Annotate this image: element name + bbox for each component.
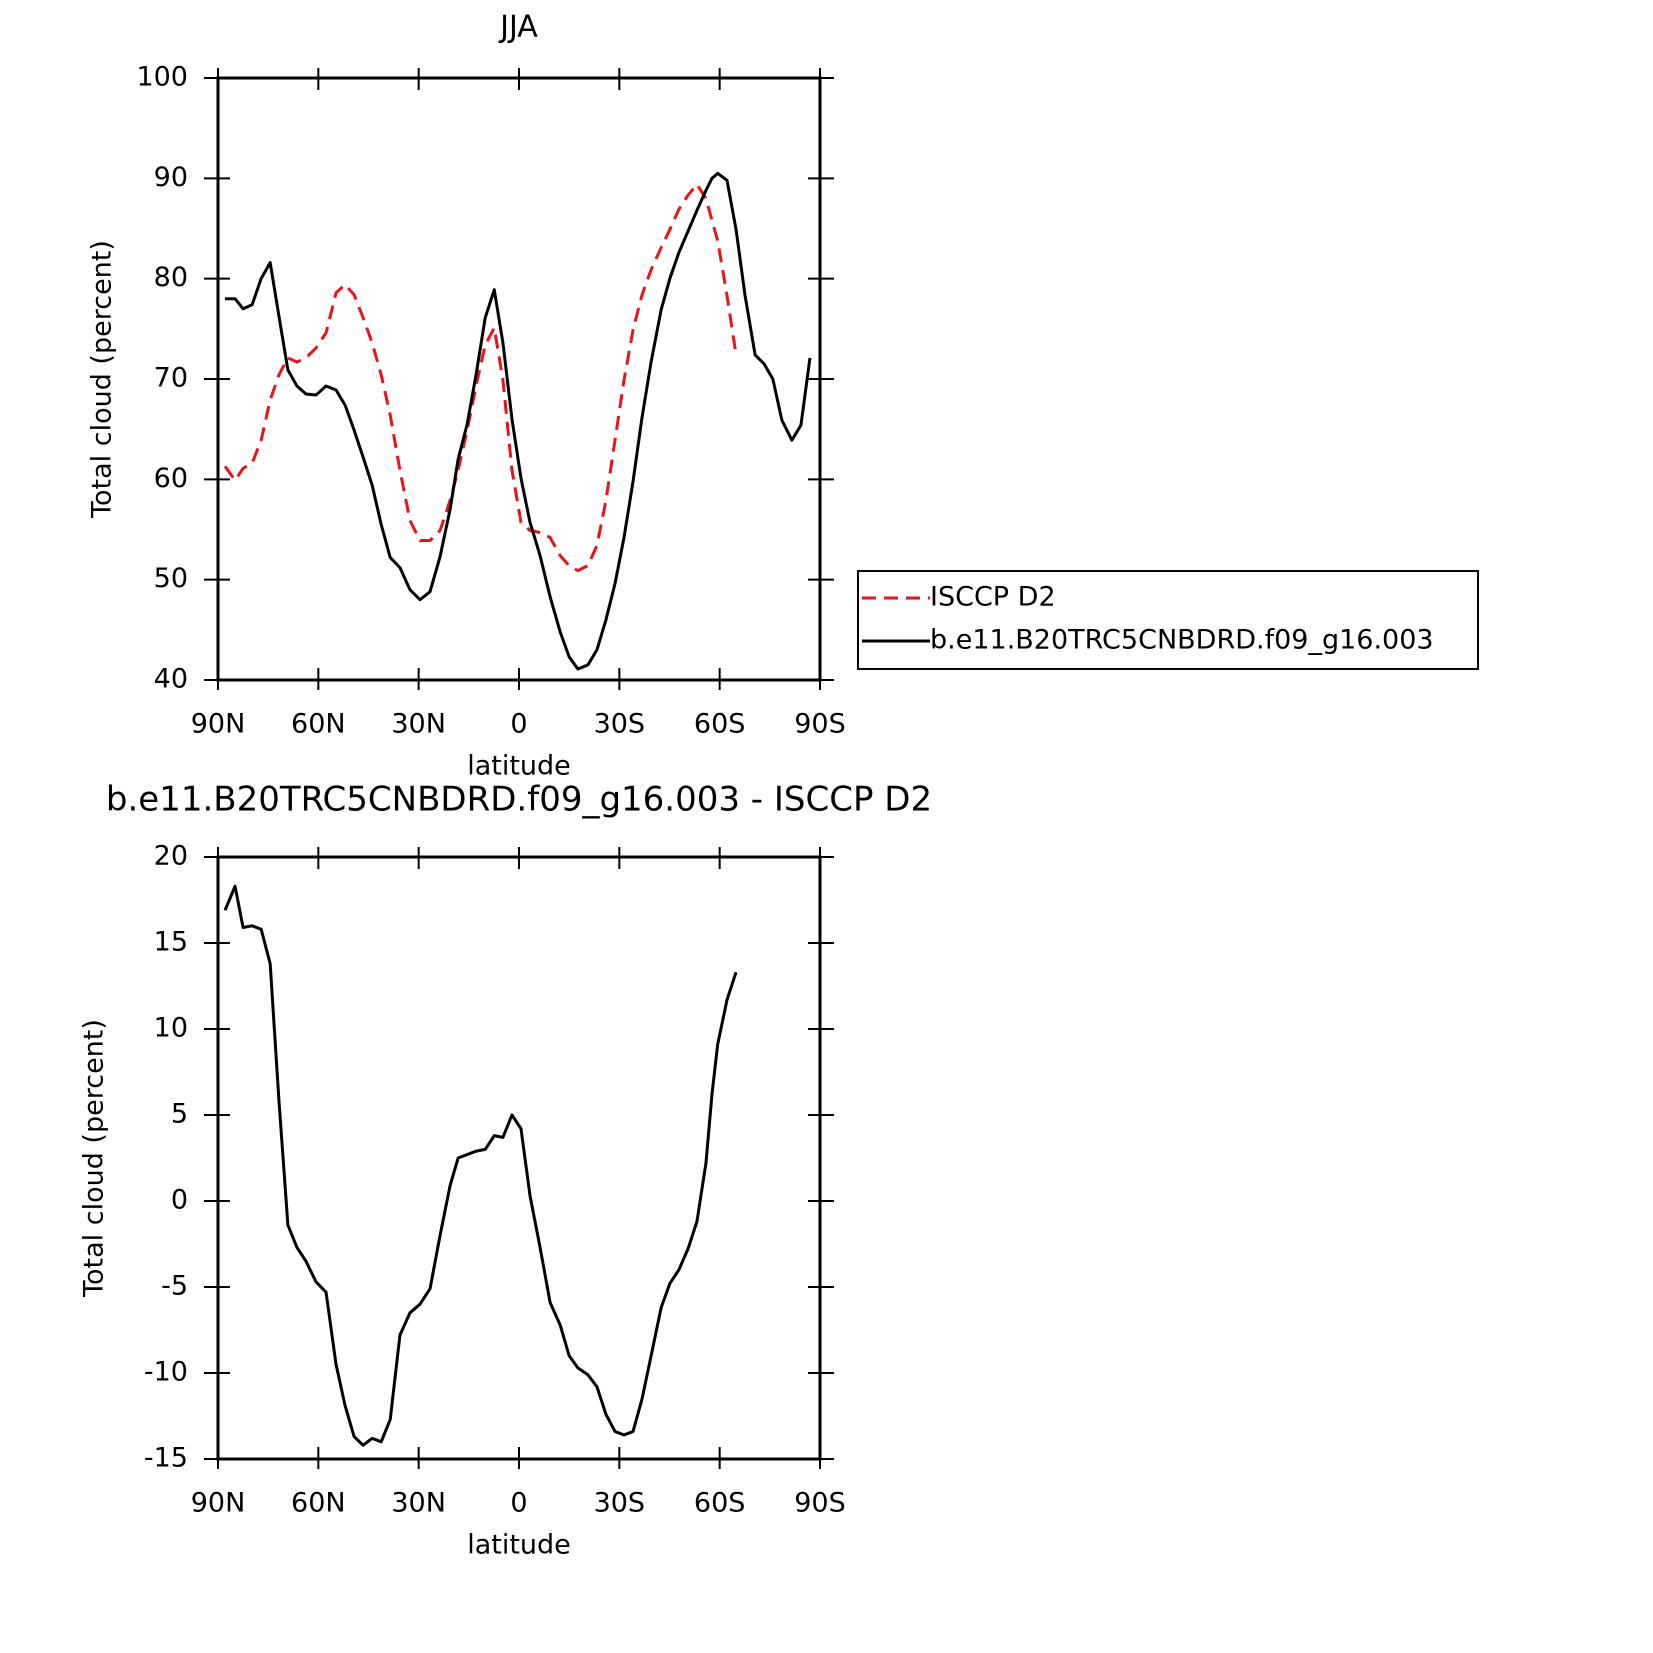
y-tick-label: 5 xyxy=(171,1099,188,1130)
y-axis-label: Total cloud (percent) xyxy=(79,1019,110,1298)
data-line xyxy=(225,171,812,671)
y-tick-label: 15 xyxy=(154,927,188,958)
plot-frame xyxy=(216,855,822,1461)
x-tick-label: 0 xyxy=(510,709,527,740)
y-tick-label: -10 xyxy=(144,1357,188,1388)
x-tick-label: 90S xyxy=(794,709,846,740)
y-tick-label: 50 xyxy=(154,563,188,594)
y-tick-label: 70 xyxy=(154,363,188,394)
chart-title: b.e11.B20TRC5CNBDRD.f09_g16.003 - ISCCP … xyxy=(106,780,932,820)
legend-box xyxy=(857,570,1479,670)
x-tick-label: 60N xyxy=(291,1488,346,1519)
data-line xyxy=(223,884,738,1447)
x-tick-label: 30S xyxy=(594,709,646,740)
chart-title: JJA xyxy=(498,10,538,45)
y-tick-label: -5 xyxy=(161,1271,188,1302)
x-tick-label: 0 xyxy=(510,1488,527,1519)
y-tick-label: 20 xyxy=(154,841,188,872)
data-line xyxy=(223,182,738,573)
x-tick-label: 90N xyxy=(191,1488,246,1519)
x-tick-label: 30N xyxy=(391,1488,446,1519)
y-tick-label: -15 xyxy=(144,1443,188,1474)
plot-frame xyxy=(216,76,822,682)
x-tick-label: 90S xyxy=(794,1488,846,1519)
x-tick-label: 90N xyxy=(191,709,246,740)
y-tick-label: 10 xyxy=(154,1013,188,1044)
x-tick-label: 30S xyxy=(594,1488,646,1519)
y-tick-label: 40 xyxy=(154,664,188,695)
x-tick-label: 60S xyxy=(694,1488,746,1519)
x-axis-label: latitude xyxy=(467,751,571,782)
x-tick-label: 30N xyxy=(391,709,446,740)
x-axis-label: latitude xyxy=(467,1530,571,1561)
y-axis-label: Total cloud (percent) xyxy=(87,240,118,519)
y-tick-label: 80 xyxy=(154,262,188,293)
legend-label: b.e11.B20TRC5CNBDRD.f09_g16.003 xyxy=(930,625,1434,656)
y-tick-label: 60 xyxy=(154,463,188,494)
x-tick-label: 60S xyxy=(694,709,746,740)
x-tick-label: 60N xyxy=(291,709,346,740)
y-tick-label: 100 xyxy=(136,62,188,93)
y-tick-label: 0 xyxy=(171,1185,188,1216)
legend-label: ISCCP D2 xyxy=(930,582,1056,613)
y-tick-label: 90 xyxy=(154,162,188,193)
